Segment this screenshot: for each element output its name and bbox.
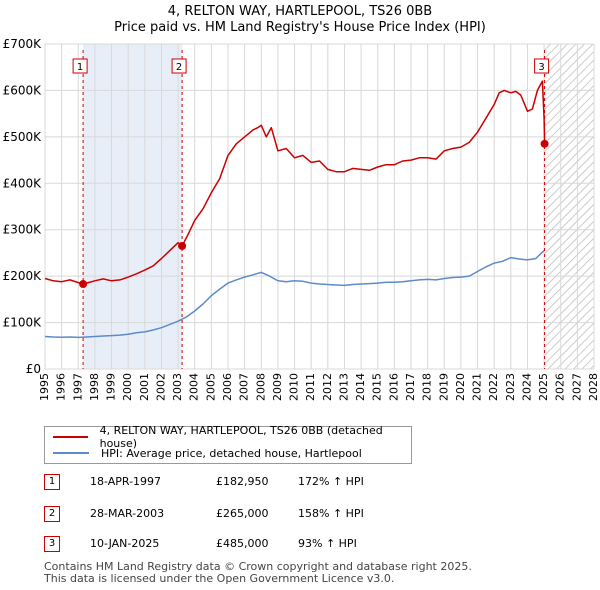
x-tick-label: 2012	[321, 373, 334, 401]
x-tick-label: 2010	[288, 373, 301, 401]
sale-label-box	[171, 58, 187, 74]
x-tick-label: 2026	[554, 373, 567, 401]
y-tick-label: £400K	[3, 176, 43, 190]
x-tick-label: 2014	[354, 373, 367, 401]
sale-point	[79, 280, 88, 289]
y-tick-label: £700K	[3, 37, 43, 51]
y-tick-label: £200K	[3, 269, 43, 283]
x-tick-label: 1996	[55, 373, 68, 401]
x-tick-label: 2007	[238, 373, 251, 401]
table-row: 2 28-MAR-2003 £265,000 158% ↑ HPI	[44, 506, 404, 524]
x-tick-label: 2019	[437, 373, 450, 401]
x-tick-label: 2004	[188, 373, 201, 401]
x-tick-label: 2027	[570, 373, 583, 401]
chart-title: 4, RELTON WAY, HARTLEPOOL, TS26 0BB	[167, 4, 433, 19]
sale-label-box	[534, 58, 550, 74]
y-tick-label: £500K	[3, 130, 43, 144]
sale-number-badge: 3	[44, 536, 60, 552]
footer-licence: This data is licensed under the Open Gov…	[44, 572, 395, 585]
footer-copyright: Contains HM Land Registry data © Crown c…	[44, 560, 472, 573]
x-tick-label: 2023	[504, 373, 517, 401]
y-tick-label: £600K	[3, 83, 43, 97]
legend-item-hpi: HPI: Average price, detached house, Hart…	[53, 446, 362, 460]
x-tick-label: 2021	[471, 373, 484, 401]
x-tick-label: 1997	[71, 373, 84, 401]
sale-date: 10-JAN-2025	[90, 537, 160, 550]
x-tick-label: 2008	[254, 373, 267, 401]
sale-hpi-change: 172% ↑ HPI	[298, 475, 364, 488]
x-tick-label: 2022	[487, 373, 500, 401]
sale-number-badge: 2	[44, 506, 60, 522]
sale-date: 28-MAR-2003	[90, 507, 165, 520]
x-tick-label: 2001	[138, 373, 151, 401]
x-tick-label: 2015	[371, 373, 384, 401]
x-tick-label: 2017	[404, 373, 417, 401]
x-tick-label: 2018	[421, 373, 434, 401]
table-row: 1 18-APR-1997 £182,950 172% ↑ HPI	[44, 474, 404, 492]
table-row: 3 10-JAN-2025 £485,000 93% ↑ HPI	[44, 536, 404, 554]
sale-label-text: 3	[538, 62, 544, 73]
x-tick-label: 2002	[154, 373, 167, 401]
legend-property-label: 4, RELTON WAY, HARTLEPOOL, TS26 0BB (det…	[99, 424, 383, 450]
sale-price: £265,000	[216, 507, 269, 520]
chart-legend: 4, RELTON WAY, HARTLEPOOL, TS26 0BB (det…	[44, 424, 412, 464]
hpi-series-line	[44, 250, 545, 339]
property-series-line	[44, 80, 546, 285]
x-tick-label: 2006	[221, 373, 234, 401]
sale-hpi-change: 93% ↑ HPI	[298, 537, 357, 550]
x-tick-label: 1995	[38, 373, 51, 401]
x-tick-label: 2025	[537, 373, 550, 401]
footer: Contains HM Land Registry data © Crown c…	[44, 561, 472, 585]
sale-label-text: 1	[77, 62, 83, 73]
legend-item-property: 4, RELTON WAY, HARTLEPOOL, TS26 0BB (det…	[53, 424, 411, 450]
sale-point	[540, 139, 549, 148]
legend-hpi-swatch	[53, 452, 89, 454]
sale-point	[178, 241, 187, 250]
y-tick-label: £100K	[3, 316, 43, 330]
sale-number-badge: 1	[44, 474, 60, 490]
x-tick-label: 2013	[337, 373, 350, 401]
sale-date: 18-APR-1997	[90, 475, 162, 488]
sale-label-text: 2	[176, 62, 182, 73]
sale-price: £485,000	[216, 537, 269, 550]
y-tick-label: £0	[26, 362, 41, 376]
sale-hpi-change: 158% ↑ HPI	[298, 507, 364, 520]
future-hatched-region	[544, 44, 594, 369]
y-tick-label: £300K	[3, 223, 43, 237]
x-tick-label: 2028	[587, 373, 600, 401]
x-tick-label: 1999	[105, 373, 118, 401]
x-tick-label: 2011	[304, 373, 317, 401]
x-tick-label: 2003	[171, 373, 184, 401]
sale-price: £182,950	[216, 475, 269, 488]
legend-property-swatch	[53, 436, 88, 438]
x-tick-label: 2020	[454, 373, 467, 401]
sale-label-box	[72, 58, 88, 74]
x-tick-label: 2024	[520, 373, 533, 401]
x-tick-label: 2016	[387, 373, 400, 401]
legend-hpi-label: HPI: Average price, detached house, Hart…	[101, 446, 362, 460]
x-tick-label: 2005	[204, 373, 217, 401]
price-chart: 1 2 3 £0 £100K £200K £300K £400K £500K £600K £700…	[3, 37, 600, 401]
chart-subtitle: Price paid vs. HM Land Registry's House …	[114, 20, 486, 35]
x-tick-label: 2000	[121, 373, 134, 401]
x-tick-label: 1998	[88, 373, 101, 401]
ownership-period-highlight	[83, 44, 183, 369]
x-tick-label: 2009	[271, 373, 284, 401]
